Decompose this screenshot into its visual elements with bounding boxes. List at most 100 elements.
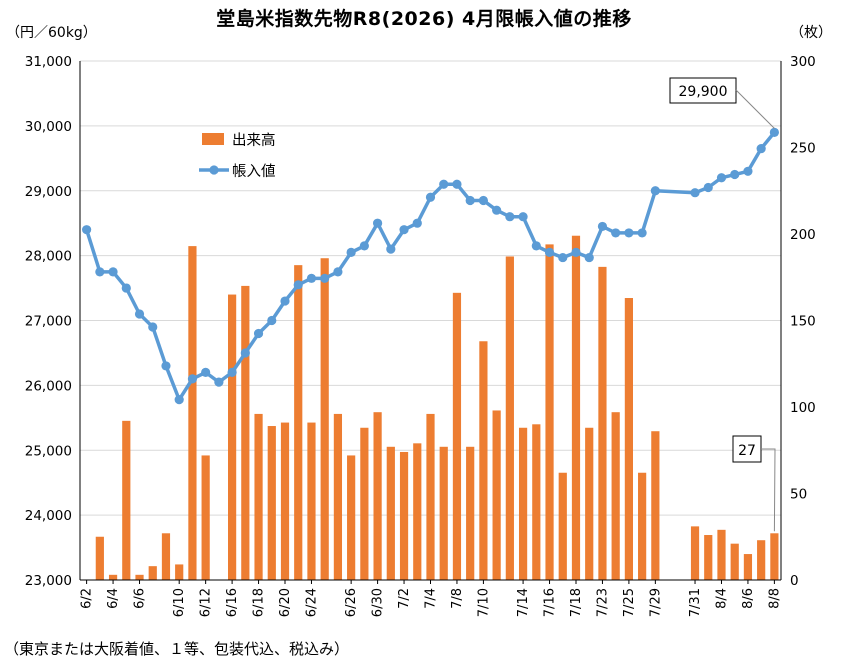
x-tick-label: 6/12 (199, 588, 214, 617)
x-tick-label: 7/8 (450, 588, 465, 609)
price-point (187, 374, 198, 384)
volume-bar (624, 298, 633, 580)
x-tick-label: 6/18 (252, 588, 267, 617)
price-point (359, 241, 369, 251)
legend-bar-label: 出来高 (232, 132, 276, 149)
price-point (518, 212, 528, 222)
x-tick-label: 6/6 (133, 588, 148, 609)
volume-bar (201, 455, 210, 580)
price-point (558, 252, 568, 263)
price-point (478, 195, 489, 206)
y-right-tick-label: 100 (790, 400, 816, 416)
price-point (584, 252, 594, 263)
x-tick-label: 7/16 (543, 588, 558, 617)
price-point (148, 322, 158, 332)
volume-bar (518, 427, 528, 580)
volume-bar (399, 451, 409, 580)
volume-bar (294, 265, 303, 580)
price-point (95, 267, 105, 277)
legend-line-label: 帳入値 (232, 163, 276, 180)
y-left-tick-label: 30,000 (25, 119, 72, 135)
volume-bar (598, 266, 607, 580)
price-point (320, 273, 330, 283)
price-point (624, 228, 634, 238)
price-point (306, 273, 317, 283)
x-tick-label: 6/26 (344, 588, 359, 617)
footnote: （東京または大阪着値、１等、包装代込、税込み） (4, 640, 350, 658)
volume-bar (638, 472, 647, 580)
chart-title: 堂島米指数先物R8(2026) 4月限帳入値の推移 (216, 8, 632, 30)
volume-bar (492, 410, 501, 580)
price-point (452, 179, 462, 189)
price-point (756, 143, 766, 154)
volume-bar (307, 422, 316, 580)
volume-bar (333, 413, 343, 580)
y-left-tick-label: 31,000 (25, 54, 72, 70)
left-axis-unit: （円／60kg） (6, 25, 97, 41)
x-tick-label: 6/16 (225, 588, 240, 617)
volume-bar (466, 446, 475, 580)
volume-bar (360, 427, 369, 580)
volume-bar (254, 413, 263, 580)
volume-bar (347, 455, 356, 580)
x-tick-label: 6/30 (371, 588, 386, 617)
x-tick-label: 7/23 (595, 588, 610, 617)
volume-bar (426, 413, 435, 580)
volume-bar (690, 526, 700, 580)
volume-bar (373, 412, 382, 580)
price-point (425, 192, 436, 202)
volume-bar (532, 424, 541, 580)
price-point (439, 179, 449, 189)
y-left-tick-label: 29,000 (25, 184, 72, 200)
price-point (372, 218, 383, 228)
price-point (280, 296, 290, 306)
y-right-tick-label: 250 (790, 141, 816, 157)
volume-bar (108, 574, 118, 580)
volume-callout-leader (761, 448, 776, 532)
x-tick-label: 7/14 (516, 588, 531, 617)
volume-bar (730, 543, 739, 580)
volume-bar (122, 420, 131, 580)
price-point (108, 267, 118, 277)
x-tick-label: 8/6 (741, 588, 756, 609)
volume-bar (770, 533, 779, 580)
x-tick-label: 6/20 (278, 588, 293, 617)
volume-bar (148, 566, 157, 580)
legend-bar-swatch (202, 133, 224, 145)
volume-bar (704, 535, 713, 580)
volume-bar (161, 533, 171, 580)
x-tick-label: 8/4 (714, 588, 729, 609)
y-right-tick-label: 300 (790, 54, 816, 70)
y-left-tick-label: 23,000 (25, 573, 72, 589)
x-tick-label: 7/29 (648, 588, 663, 617)
volume-bar (479, 341, 488, 580)
price-point (492, 205, 502, 215)
volume-bar (439, 446, 448, 580)
volume-bar (743, 554, 753, 580)
volume-bar (228, 294, 237, 580)
price-point (346, 247, 356, 257)
volume-bar (95, 536, 104, 580)
price-callout-label: 29,900 (679, 84, 728, 100)
y-right-tick-label: 150 (790, 314, 816, 330)
volume-bar (267, 426, 276, 580)
price-point (743, 166, 753, 176)
y-right-tick-label: 0 (790, 573, 799, 589)
price-point (399, 225, 409, 235)
volume-bar (757, 540, 766, 580)
volume-bar (651, 431, 660, 580)
x-tick-label: 7/18 (569, 588, 584, 617)
price-point (386, 244, 396, 254)
price-point (201, 367, 211, 377)
price-point (240, 348, 250, 358)
volume-bar (188, 246, 197, 581)
price-point (267, 315, 277, 326)
y-right-tick-label: 50 (790, 487, 807, 503)
x-tick-label: 7/31 (688, 588, 703, 617)
price-point (650, 186, 660, 196)
price-point (214, 377, 224, 387)
volume-bar (280, 422, 290, 580)
price-point (769, 127, 779, 137)
x-tick-label: 7/25 (622, 588, 637, 617)
price-point (730, 169, 740, 180)
